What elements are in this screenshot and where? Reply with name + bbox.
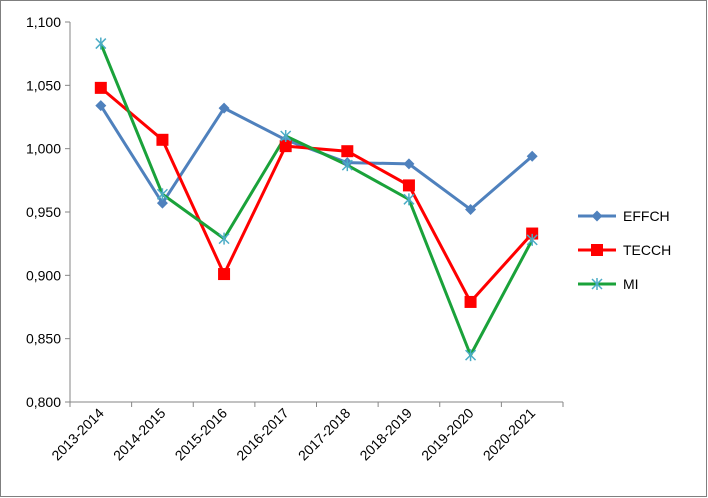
data-point-square <box>464 295 477 308</box>
data-point-diamond <box>95 100 107 112</box>
data-point-star <box>526 233 538 246</box>
y-tick-label: 0,950 <box>26 204 61 220</box>
legend-label-tecch: TECCH <box>623 242 671 258</box>
data-point-square <box>341 145 354 158</box>
data-point-square <box>156 133 169 146</box>
y-tick-label: 1,100 <box>26 14 61 30</box>
data-point-diamond <box>465 203 477 215</box>
data-point-star <box>403 193 415 206</box>
data-point-square <box>218 268 231 281</box>
series-line-tecch <box>99 86 534 304</box>
series-layer <box>94 37 539 362</box>
data-point-star <box>341 159 353 172</box>
data-point-star <box>156 188 168 201</box>
y-tick-label: 1,000 <box>26 141 61 157</box>
series-line-mi <box>99 42 534 357</box>
y-tick-label: 0,800 <box>26 394 61 410</box>
data-point-square <box>591 244 603 256</box>
data-point-square <box>279 140 292 153</box>
data-point-diamond <box>156 197 168 209</box>
data-point-star <box>95 37 107 50</box>
legend-label-mi: MI <box>623 276 639 292</box>
data-point-star <box>280 130 292 142</box>
data-point-diamond <box>218 102 230 114</box>
data-point-star <box>591 278 603 290</box>
y-tick-label: 0,850 <box>26 331 61 347</box>
legend: EFFCH TECCH MI <box>578 208 671 292</box>
data-point-square <box>94 81 107 94</box>
data-point-diamond <box>403 158 415 170</box>
data-point-star <box>465 349 477 362</box>
y-tick-label: 0,900 <box>26 267 61 283</box>
y-tick-label: 1,050 <box>26 77 61 93</box>
data-point-diamond <box>591 210 603 222</box>
data-point-diamond <box>526 150 538 162</box>
data-point-square <box>402 179 415 192</box>
data-point-star <box>218 232 230 245</box>
legend-label-effch: EFFCH <box>623 208 670 224</box>
